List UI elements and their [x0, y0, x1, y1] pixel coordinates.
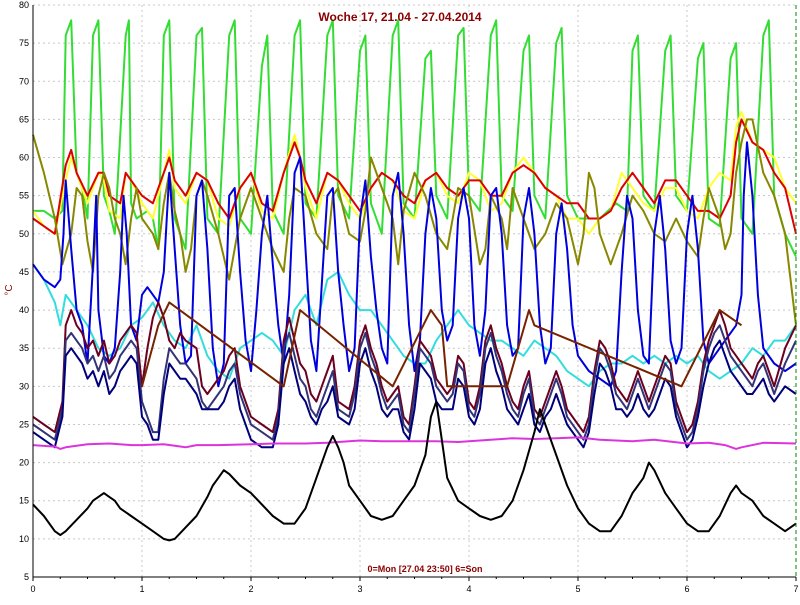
series-line-12: [32, 400, 797, 542]
plot-background: [33, 5, 796, 576]
series-line-1: [33, 19, 797, 258]
y-tick-label: 5: [24, 572, 29, 582]
series-line-11: [32, 436, 797, 450]
y-tick-label: 25: [19, 419, 29, 429]
series-line-5: [32, 263, 797, 388]
y-tick-label: 40: [19, 305, 29, 315]
y-tick-label: 10: [19, 534, 29, 544]
chart-footer: 0=Mon [27.04 23:50] 6=Son: [367, 564, 482, 574]
series-layer: [32, 19, 797, 542]
x-tick-label: 6: [684, 584, 689, 594]
y-tick-label: 50: [19, 229, 29, 239]
x-tick-label: 7: [793, 584, 798, 594]
y-tick-label: 35: [19, 343, 29, 353]
y-tick-label: 20: [19, 458, 29, 468]
x-tick-label: 1: [139, 584, 144, 594]
y-tick-label: 30: [19, 381, 29, 391]
y-axis-label: °C: [4, 284, 15, 295]
series-line-7: [32, 301, 797, 434]
y-tick-label: 60: [19, 153, 29, 163]
series-line-8: [32, 324, 797, 441]
x-tick-label: 0: [30, 584, 35, 594]
x-tick-label: 3: [357, 584, 362, 594]
series-line-6: [32, 141, 797, 388]
y-tick-label: 55: [19, 191, 29, 201]
series-line-3: [32, 118, 797, 235]
y-tick-label: 15: [19, 496, 29, 506]
y-tick-label: 75: [19, 38, 29, 48]
series-line-9: [32, 339, 797, 449]
y-tick-label: 45: [19, 267, 29, 277]
y-tick-label: 65: [19, 114, 29, 124]
y-tick-label: 70: [19, 76, 29, 86]
x-tick-label: 2: [248, 584, 253, 594]
series-line-10: [141, 301, 743, 388]
chart-title: Woche 17, 21.04 - 27.04.2014: [318, 10, 482, 24]
x-tick-label: 4: [466, 584, 471, 594]
y-tick-label: 80: [19, 0, 29, 10]
x-tick-label: 5: [575, 584, 580, 594]
